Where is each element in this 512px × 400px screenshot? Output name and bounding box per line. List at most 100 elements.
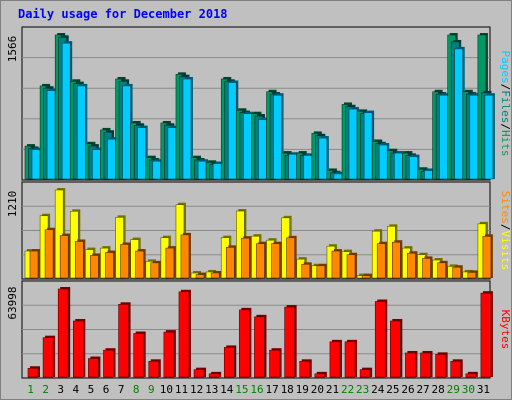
x-tick-day-5: 5 — [88, 383, 95, 396]
bar-kbytes-day-8 — [133, 331, 146, 378]
x-tick-day-25: 25 — [386, 383, 399, 396]
legend-pages: Pages — [499, 51, 512, 84]
axis-max-label: 63998 — [6, 286, 19, 319]
bar-pages-day-8 — [137, 125, 148, 180]
bar-sites-day-24 — [376, 241, 388, 279]
x-tick-day-2: 2 — [42, 383, 49, 396]
bar-kbytes-day-29 — [450, 359, 463, 378]
bar-sites-day-25 — [392, 240, 403, 279]
bar-sites-day-10 — [165, 246, 176, 279]
bar-pages-day-11 — [182, 76, 193, 180]
bar-kbytes-day-23 — [359, 367, 373, 378]
x-tick-day-12: 12 — [190, 383, 203, 396]
legend: Pages/Files/Hits — [499, 51, 512, 157]
bar-sites-day-7 — [120, 242, 131, 279]
bar-sites-day-2 — [44, 227, 56, 279]
bar-kbytes-day-12 — [193, 367, 207, 378]
bar-sites-day-22 — [346, 252, 358, 279]
legend-separator: / — [499, 224, 512, 231]
bar-kbytes-day-20 — [314, 371, 327, 378]
bar-kbytes-day-7 — [118, 302, 131, 378]
legend-kbytes: KBytes — [499, 310, 512, 350]
bar-kbytes-day-6 — [103, 348, 116, 378]
bar-sites-day-26 — [407, 251, 418, 279]
legend-separator: / — [499, 84, 512, 91]
x-tick-day-28: 28 — [432, 383, 445, 396]
legend-sites: Sites — [499, 191, 512, 224]
axis-max-label: 1210 — [6, 191, 19, 218]
bar-kbytes-day-4 — [72, 318, 86, 378]
legend: KBytes — [499, 310, 512, 350]
legend: Sites/Visits — [499, 191, 512, 271]
bar-sites-day-8 — [135, 249, 146, 279]
bar-sites-day-31 — [482, 234, 493, 279]
legend-visits: Visits — [499, 231, 512, 271]
bar-sites-day-19 — [301, 262, 312, 279]
bar-sites-day-1 — [29, 249, 40, 279]
bar-kbytes-day-2 — [42, 335, 56, 378]
bar-kbytes-day-26 — [405, 350, 418, 378]
x-tick-day-18: 18 — [281, 383, 294, 396]
bar-sites-day-15 — [241, 236, 252, 279]
bar-sites-day-28 — [437, 260, 448, 279]
bar-kbytes-day-1 — [27, 366, 40, 378]
x-tick-day-22: 22 — [341, 383, 354, 396]
x-tick-day-6: 6 — [103, 383, 110, 396]
bar-pages-day-17 — [273, 93, 284, 180]
x-tick-day-8: 8 — [133, 383, 140, 396]
bar-sites-day-16 — [256, 241, 267, 279]
x-tick-day-29: 29 — [447, 383, 460, 396]
bar-kbytes-day-9 — [148, 359, 161, 378]
bar-sites-day-20 — [316, 263, 327, 279]
legend-hits: Hits — [499, 130, 512, 157]
bar-kbytes-day-18 — [284, 305, 297, 378]
x-tick-day-13: 13 — [205, 383, 218, 396]
bar-kbytes-day-28 — [435, 352, 448, 378]
bar-sites-day-14 — [225, 245, 237, 279]
x-tick-day-14: 14 — [220, 383, 234, 396]
x-tick-day-19: 19 — [296, 383, 309, 396]
x-tick-day-23: 23 — [356, 383, 369, 396]
bar-kbytes-day-22 — [344, 339, 358, 378]
x-tick-day-20: 20 — [311, 383, 324, 396]
bar-kbytes-day-10 — [163, 330, 176, 378]
bar-pages-day-20 — [318, 136, 329, 180]
bar-kbytes-day-21 — [329, 339, 342, 378]
bar-kbytes-day-27 — [420, 350, 433, 378]
bar-kbytes-day-11 — [178, 289, 191, 378]
x-tick-day-4: 4 — [73, 383, 80, 396]
legend-files: Files — [499, 90, 512, 123]
bar-kbytes-day-17 — [269, 348, 282, 378]
x-tick-day-10: 10 — [160, 383, 173, 396]
x-tick-day-3: 3 — [57, 383, 64, 396]
bar-kbytes-day-15 — [239, 307, 252, 378]
bar-sites-day-29 — [452, 265, 463, 279]
bar-sites-day-23 — [361, 273, 373, 279]
x-tick-day-27: 27 — [416, 383, 429, 396]
bar-sites-day-5 — [90, 253, 101, 279]
bar-kbytes-day-19 — [299, 359, 312, 378]
bar-kbytes-day-30 — [465, 371, 478, 378]
x-tick-day-9: 9 — [148, 383, 155, 396]
bar-kbytes-day-24 — [374, 299, 388, 378]
bar-kbytes-day-13 — [208, 371, 222, 378]
bar-sites-day-4 — [74, 239, 86, 279]
x-tick-day-31: 31 — [477, 383, 490, 396]
bar-kbytes-day-14 — [223, 345, 237, 378]
x-tick-day-15: 15 — [235, 383, 248, 396]
x-tick-day-24: 24 — [371, 383, 385, 396]
bar-kbytes-day-25 — [390, 318, 403, 378]
bar-sites-day-21 — [331, 249, 342, 279]
bar-sites-day-13 — [210, 270, 222, 279]
bar-kbytes-day-5 — [88, 356, 101, 378]
bar-sites-day-30 — [467, 270, 478, 279]
bar-pages-day-31 — [484, 93, 495, 180]
chart-title: Daily usage for December 2018 — [18, 7, 228, 21]
bar-sites-day-18 — [286, 235, 297, 279]
bar-kbytes-day-16 — [254, 314, 267, 378]
bar-sites-day-17 — [271, 241, 282, 279]
bar-kbytes-day-3 — [57, 287, 71, 378]
bar-pages-day-4 — [76, 83, 88, 180]
bar-sites-day-27 — [422, 256, 433, 279]
